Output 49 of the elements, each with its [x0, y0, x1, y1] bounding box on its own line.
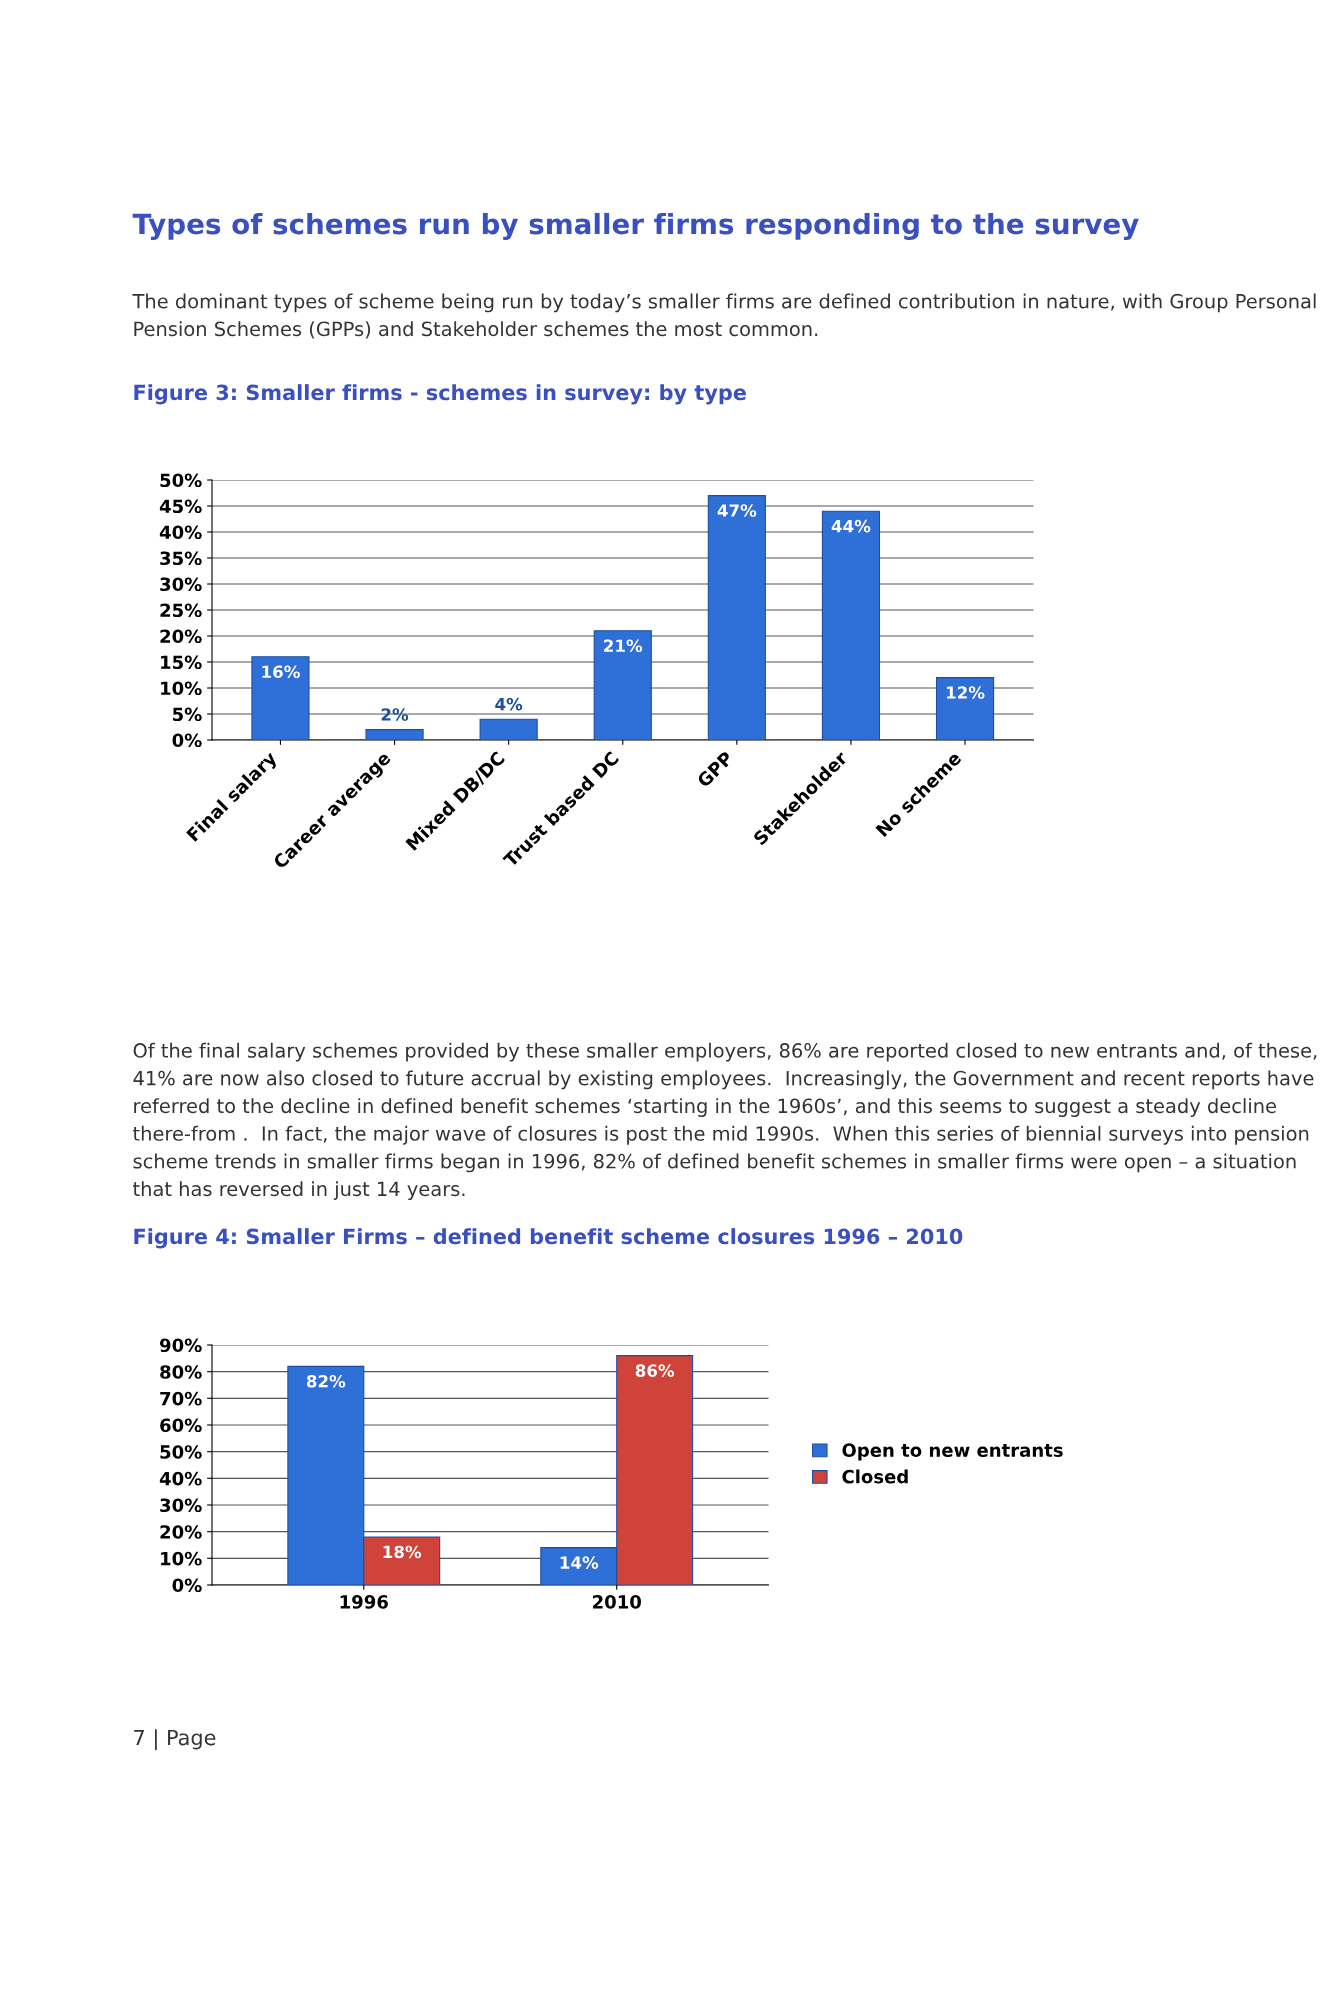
y-tick-label: 50%	[160, 1445, 202, 1459]
text: Of the final salary schemes provided by these smaller employers, 86% are reported closed to new entrants and, of these, 41% are now also closed to future accrual by existing employees. Increasingly, the Government and recent reports have referred to the decline in defined benefit schemes ‘starting in the 1960s’, and this seems to suggest a steady decline there-from . In fact, the major wave of closures is post the mid 1990s. When this series of biennial surveys into pension scheme trends in smaller firms began in 1996, 82% of defined benefit schemes in smaller firms were open – a situation that has reversed in just 14 years.	[133, 1042, 1317, 1200]
data-label: 4%	[495, 697, 523, 711]
y-tick-label: 40%	[159, 1471, 202, 1486]
y-tick-label: 10%	[161, 1551, 202, 1566]
y-tick-label: 30%	[160, 1498, 202, 1513]
legend-label: Closed	[842, 1469, 908, 1484]
bar	[479, 718, 538, 740]
y-tick-label: 0%	[172, 733, 202, 748]
y-tick-label: 45%	[159, 499, 202, 514]
legend-label: Open to new entrants	[842, 1443, 1063, 1461]
data-label: 47%	[717, 504, 757, 517]
bar	[707, 495, 766, 740]
bar	[593, 630, 652, 740]
x-tick-label: 2010	[593, 1595, 641, 1609]
y-tick-label: 35%	[160, 551, 202, 566]
data-label: 86%	[635, 1364, 675, 1377]
y-tick-label: 80%	[160, 1365, 202, 1379]
y-tick-label: 60%	[160, 1418, 202, 1433]
y-tick-label: 5%	[173, 707, 202, 722]
y-tick-label: 15%	[161, 655, 202, 670]
data-label: 14%	[560, 1556, 599, 1569]
y-tick-label: 20%	[160, 1525, 202, 1539]
data-label: 12%	[946, 686, 985, 699]
chart-title: Figure 3: Smaller firms - schemes in survey: by type	[134, 384, 746, 405]
bar	[821, 510, 881, 740]
text: Types of schemes run by smaller firms responding to the survey	[132, 212, 1139, 240]
y-tick-label: 50%	[160, 473, 202, 488]
data-label: 44%	[831, 519, 871, 533]
y-tick-label: 40%	[159, 525, 202, 540]
y-tick-label: 70%	[160, 1391, 202, 1406]
data-label: 82%	[306, 1374, 346, 1388]
bar	[365, 729, 424, 740]
bar	[935, 677, 995, 740]
y-tick-label: 20%	[160, 629, 202, 644]
x-tick-label: 1996	[340, 1595, 388, 1609]
data-label: 16%	[262, 665, 300, 679]
y-tick-label: 90%	[159, 1338, 202, 1353]
data-label: 18%	[383, 1545, 422, 1559]
y-tick-label: 0%	[172, 1578, 202, 1593]
y-tick-label: 30%	[160, 577, 202, 592]
bar	[251, 656, 310, 740]
text: 7 | Page	[134, 1729, 216, 1750]
chart-title: Figure 4: Smaller Firms – defined benefit scheme closures 1996 – 2010	[134, 1228, 963, 1249]
data-label: 2%	[381, 708, 409, 721]
data-label: 21%	[604, 639, 643, 653]
text: The dominant types of scheme being run by today’s smaller firms are defined contribution in nature, with Group Personal Pension Schemes (GPPs) and Stakeholder schemes the most common.	[132, 293, 1316, 339]
y-tick-label: 10%	[161, 681, 202, 696]
y-tick-label: 25%	[160, 603, 202, 618]
